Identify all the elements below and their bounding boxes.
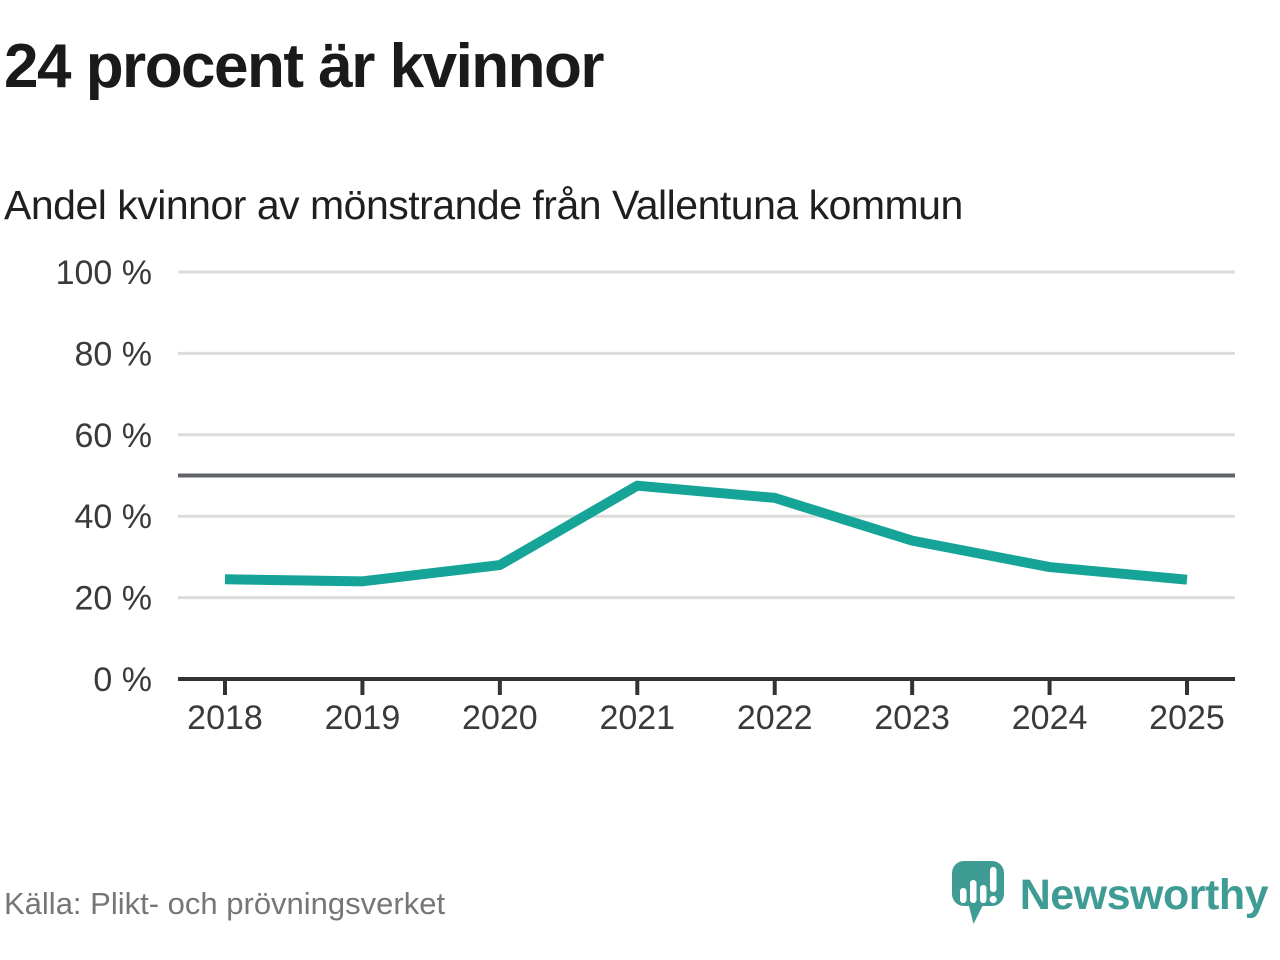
y-tick-label: 100 % bbox=[56, 254, 152, 292]
newsworthy-wordmark: Newsworthy bbox=[1019, 870, 1269, 919]
newsworthy-bubble-icon bbox=[951, 861, 1004, 924]
x-axis-labels: 2018 2019 2020 2021 2022 2023 2024 2025 bbox=[187, 699, 1225, 737]
x-tick-label: 2019 bbox=[325, 699, 401, 737]
y-tick-label: 80 % bbox=[75, 335, 153, 373]
source-note: Källa: Plikt- och prövningsverket bbox=[4, 886, 446, 921]
x-tick-label: 2023 bbox=[874, 699, 950, 737]
x-tick-label: 2025 bbox=[1149, 699, 1225, 737]
x-tick-label: 2018 bbox=[187, 699, 263, 737]
y-tick-label: 20 % bbox=[75, 580, 153, 618]
line-chart: 0 % 20 % 40 % 60 % 80 % 100 % 2018 2019 2020 2021… bbox=[56, 254, 1235, 737]
y-tick-label: 0 % bbox=[93, 661, 152, 699]
x-tick-label: 2022 bbox=[737, 699, 813, 737]
x-axis bbox=[178, 677, 1235, 695]
y-tick-label: 60 % bbox=[75, 417, 153, 455]
y-tick-label: 40 % bbox=[75, 498, 153, 536]
x-tick-label: 2021 bbox=[599, 699, 675, 737]
chart-title: 24 procent är kvinnor bbox=[4, 32, 605, 101]
chart-area: 0 % 20 % 40 % 60 % 80 % 100 % 2018 2019 2020 2021… bbox=[0, 249, 1280, 759]
y-axis-labels: 0 % 20 % 40 % 60 % 80 % 100 % bbox=[56, 254, 152, 699]
x-tick-label: 2020 bbox=[462, 699, 538, 737]
series-line bbox=[224, 480, 1188, 587]
chart-subtitle: Andel kvinnor av mönstrande från Vallent… bbox=[4, 182, 963, 229]
x-tick-label: 2024 bbox=[1012, 699, 1088, 737]
newsworthy-logo: Newsworthy bbox=[951, 860, 1269, 930]
gridlines bbox=[178, 270, 1235, 600]
